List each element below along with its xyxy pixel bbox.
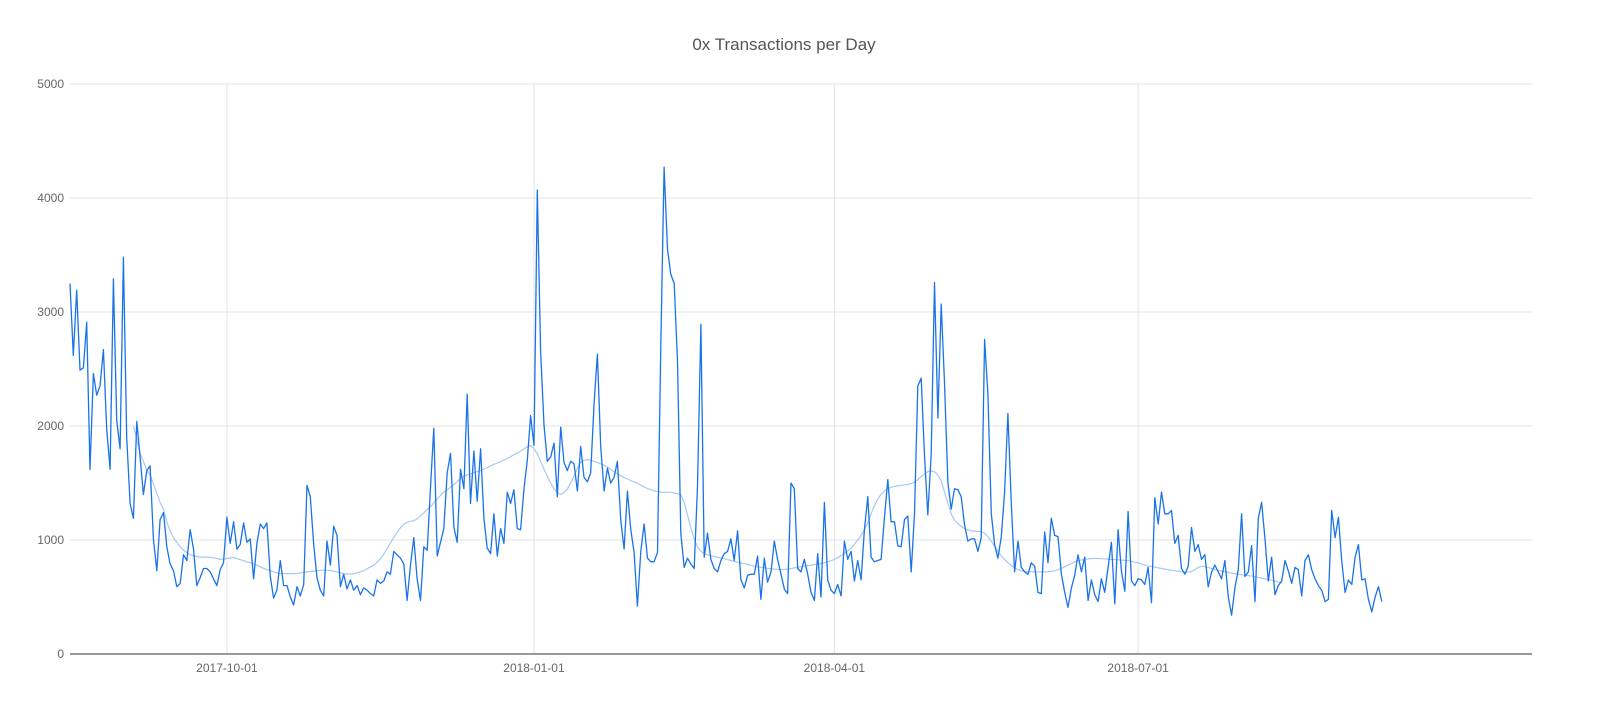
- series-group: [69, 166, 1383, 616]
- series-line-daily: [69, 166, 1383, 616]
- x-tick-label: 2018-07-01: [1107, 661, 1169, 675]
- grid: [70, 83, 1532, 654]
- y-tick-label: 5000: [37, 77, 64, 91]
- y-tick-label: 1000: [37, 533, 64, 547]
- y-tick-label: 0: [57, 647, 64, 661]
- x-tick-label: 2018-04-01: [804, 661, 866, 675]
- x-tick-label: 2018-01-01: [503, 661, 565, 675]
- chart-title: 0x Transactions per Day: [692, 35, 876, 54]
- y-tick-label: 3000: [37, 305, 64, 319]
- x-tick-label: 2017-10-01: [196, 661, 258, 675]
- y-tick-label: 2000: [37, 419, 64, 433]
- y-tick-label: 4000: [37, 191, 64, 205]
- axes: 0 1000 2000 3000 4000 5000 2017-10-01 2018-01-0…: [37, 77, 1532, 675]
